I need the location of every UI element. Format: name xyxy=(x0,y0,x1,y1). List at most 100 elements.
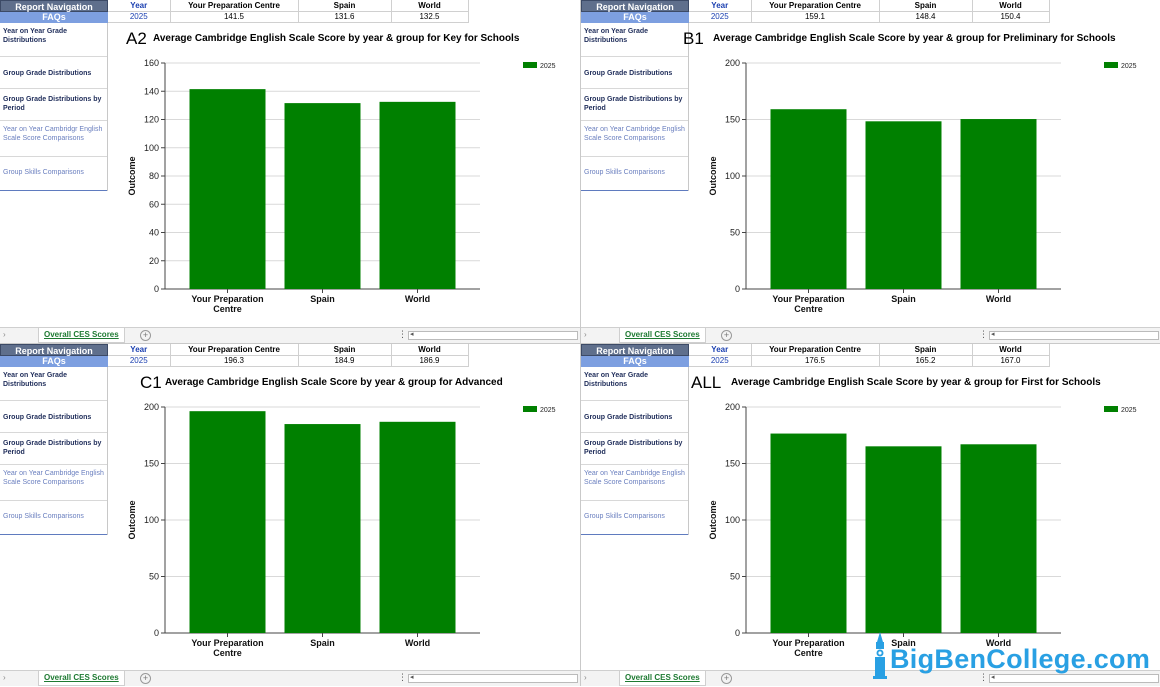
report-navigation-header[interactable]: Report Navigation xyxy=(0,344,108,356)
summary-cell-year: 2025 xyxy=(689,11,752,23)
y-tick-label: 150 xyxy=(144,459,159,469)
summary-header-year: Year xyxy=(108,0,171,12)
nav-link-year-on-year-ces-comparisons[interactable]: Year on Year Cambridge English Scale Sco… xyxy=(0,465,107,501)
sheet-scroll-left-icon[interactable]: › xyxy=(584,673,587,682)
sheet-tab-overall-ces-scores[interactable]: Overall CES Scores xyxy=(619,671,706,686)
summary-cell-spain: 148.4 xyxy=(879,11,973,23)
tab-options-icon[interactable]: ⋮ xyxy=(398,672,407,682)
nav-link-group-grade-distributions[interactable]: Group Grade Distributions xyxy=(0,57,107,89)
faqs-link[interactable]: FAQs xyxy=(0,356,108,367)
horizontal-scrollbar[interactable]: ◂ xyxy=(408,331,578,340)
report-navigation-header[interactable]: Report Navigation xyxy=(581,0,689,12)
nav-link-group-skills-comparisons[interactable]: Group Skills Comparisons xyxy=(581,501,688,535)
add-sheet-icon[interactable]: + xyxy=(140,673,151,684)
nav-link-group-grade-distributions[interactable]: Group Grade Distributions xyxy=(0,401,107,433)
nav-link-year-on-year-grade-distributions[interactable]: Year on Year Grade Distributions xyxy=(0,367,107,401)
scroll-left-arrow-icon[interactable]: ◂ xyxy=(410,331,414,338)
sheet-tab-bar: › Overall CES Scores + ⋮ ◂ xyxy=(581,670,1160,686)
y-tick-label: 150 xyxy=(725,459,740,469)
tab-options-icon[interactable]: ⋮ xyxy=(979,672,988,682)
horizontal-scrollbar[interactable]: ◂ xyxy=(989,674,1159,683)
scroll-left-arrow-icon[interactable]: ◂ xyxy=(410,674,414,681)
y-tick-label: 200 xyxy=(725,58,740,68)
y-tick-label: 0 xyxy=(735,284,740,294)
summary-cell-year: 2025 xyxy=(689,355,752,367)
sheet-tab-overall-ces-scores[interactable]: Overall CES Scores xyxy=(619,328,706,343)
chart-title: Average Cambridge English Scale Score by… xyxy=(153,33,520,44)
nav-link-group-grade-distributions[interactable]: Group Grade Distributions xyxy=(581,401,688,433)
report-navigation-header[interactable]: Report Navigation xyxy=(0,0,108,12)
nav-link-group-grade-distributions-by-period[interactable]: Group Grade Distributions by Period xyxy=(581,433,688,465)
nav-link-group-skills-comparisons[interactable]: Group Skills Comparisons xyxy=(0,157,107,191)
nav-link-group-grade-distributions-by-period[interactable]: Group Grade Distributions by Period xyxy=(0,89,107,121)
exam-level-label: ALL xyxy=(691,373,722,392)
report-navigation: Report Navigation FAQs Year on Year Grad… xyxy=(0,0,108,191)
sheet-tab-overall-ces-scores[interactable]: Overall CES Scores xyxy=(38,671,125,686)
report-navigation-header[interactable]: Report Navigation xyxy=(581,344,689,356)
y-axis-label: Outcome xyxy=(708,500,718,539)
summary-header-year: Year xyxy=(108,344,171,356)
summary-cell-world: 132.5 xyxy=(391,11,469,23)
faqs-link[interactable]: FAQs xyxy=(0,12,108,23)
add-sheet-icon[interactable]: + xyxy=(721,673,732,684)
nav-link-group-grade-distributions-by-period[interactable]: Group Grade Distributions by Period xyxy=(0,433,107,465)
nav-link-year-on-year-ces-comparisons[interactable]: Year on Year Cambridge English Scale Sco… xyxy=(581,121,688,157)
tab-options-icon[interactable]: ⋮ xyxy=(979,329,988,339)
y-axis-label: Outcome xyxy=(708,156,718,195)
summary-header-world: World xyxy=(972,0,1050,12)
summary-cell-centre: 176.5 xyxy=(751,355,880,367)
y-tick-label: 0 xyxy=(154,628,159,638)
nav-link-year-on-year-grade-distributions[interactable]: Year on Year Grade Distributions xyxy=(581,23,688,57)
y-tick-label: 40 xyxy=(149,228,159,238)
nav-link-year-on-year-grade-distributions[interactable]: Year on Year Grade Distributions xyxy=(0,23,107,57)
x-tick-label: Spain xyxy=(891,294,916,304)
sheet-scroll-left-icon[interactable]: › xyxy=(3,673,6,682)
exam-level-label: C1 xyxy=(140,373,162,392)
summary-cell-centre: 196.3 xyxy=(170,355,299,367)
exam-level-label: A2 xyxy=(126,29,147,48)
tab-options-icon[interactable]: ⋮ xyxy=(398,329,407,339)
nav-link-group-skills-comparisons[interactable]: Group Skills Comparisons xyxy=(581,157,688,191)
y-tick-label: 100 xyxy=(725,515,740,525)
legend-swatch xyxy=(523,62,537,68)
scroll-left-arrow-icon[interactable]: ◂ xyxy=(991,331,995,338)
y-tick-label: 20 xyxy=(149,256,159,266)
sheet-scroll-left-icon[interactable]: › xyxy=(584,330,587,339)
nav-link-group-grade-distributions-by-period[interactable]: Group Grade Distributions by Period xyxy=(581,89,688,121)
legend-label: 2025 xyxy=(1121,63,1137,70)
summary-header-centre: Your Preparation Centre xyxy=(751,344,880,356)
sheet-scroll-left-icon[interactable]: › xyxy=(3,330,6,339)
big-ben-tower-icon xyxy=(873,632,887,679)
legend-swatch xyxy=(1104,406,1118,412)
horizontal-scrollbar[interactable]: ◂ xyxy=(408,674,578,683)
faqs-link[interactable]: FAQs xyxy=(581,356,689,367)
chart-title: Average Cambridge English Scale Score by… xyxy=(165,377,503,388)
summary-table: Year Your Preparation Centre Spain World… xyxy=(108,0,469,23)
y-tick-label: 100 xyxy=(144,143,159,153)
scroll-left-arrow-icon[interactable]: ◂ xyxy=(991,674,995,681)
report-navigation: Report Navigation FAQs Year on Year Grad… xyxy=(0,344,108,535)
nav-link-year-on-year-grade-distributions[interactable]: Year on Year Grade Distributions xyxy=(581,367,688,401)
horizontal-scrollbar[interactable]: ◂ xyxy=(989,331,1159,340)
add-sheet-icon[interactable]: + xyxy=(721,330,732,341)
add-sheet-icon[interactable]: + xyxy=(140,330,151,341)
summary-data-row: 2025 159.1 148.4 150.4 xyxy=(689,11,1050,23)
watermark: BigBenCollege.com xyxy=(870,630,1160,687)
summary-header-world: World xyxy=(391,0,469,12)
sheet-tab-overall-ces-scores[interactable]: Overall CES Scores xyxy=(38,328,125,343)
x-tick-label: World xyxy=(405,638,430,648)
nav-link-group-skills-comparisons[interactable]: Group Skills Comparisons xyxy=(0,501,107,535)
summary-header-spain: Spain xyxy=(879,344,973,356)
sheet-tab-bar: › Overall CES Scores + ⋮ ◂ xyxy=(581,327,1160,343)
legend-label: 2025 xyxy=(540,407,556,414)
nav-link-year-on-year-ces-comparisons[interactable]: Year on Year Cambridge English Scale Sco… xyxy=(581,465,688,501)
bar xyxy=(960,119,1037,289)
x-tick-label: Your Preparation Centre xyxy=(191,638,263,658)
summary-header-year: Year xyxy=(689,0,752,12)
report-navigation: Report Navigation FAQs Year on Year Grad… xyxy=(581,0,689,191)
nav-link-year-on-year-ces-comparisons[interactable]: Year on Year Cambridgr English Scale Sco… xyxy=(0,121,107,157)
y-tick-label: 150 xyxy=(725,115,740,125)
nav-link-group-grade-distributions[interactable]: Group Grade Distributions xyxy=(581,57,688,89)
y-axis-label: Outcome xyxy=(127,156,137,195)
faqs-link[interactable]: FAQs xyxy=(581,12,689,23)
